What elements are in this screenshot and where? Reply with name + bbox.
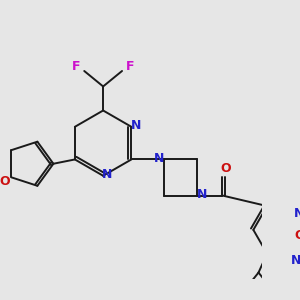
Text: F: F (72, 60, 81, 73)
Text: N: N (130, 118, 141, 132)
Text: N: N (102, 167, 112, 181)
Text: O: O (294, 230, 300, 242)
Text: N: N (154, 152, 164, 165)
Text: N: N (291, 254, 300, 267)
Text: O: O (220, 161, 231, 175)
Text: F: F (125, 60, 134, 73)
Text: O: O (0, 175, 10, 188)
Text: N: N (196, 188, 207, 201)
Text: N: N (294, 207, 300, 220)
